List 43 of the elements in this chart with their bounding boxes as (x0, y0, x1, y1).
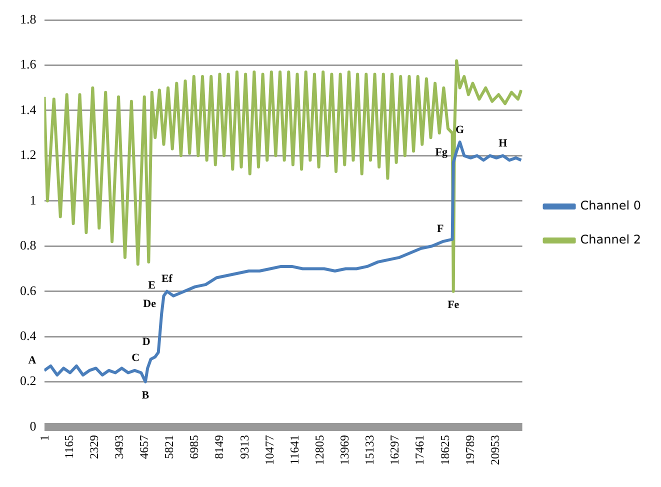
annotation: D (142, 336, 150, 348)
x-tick-label: 3493 (112, 435, 126, 459)
x-tick-label: 18625 (438, 435, 452, 465)
annotation: Ef (161, 273, 173, 286)
legend-label: Channel 0 (580, 198, 642, 213)
x-tick-label: 12805 (312, 435, 326, 465)
x-tick-label: 8149 (212, 435, 226, 459)
x-tick-label: 13969 (338, 435, 352, 465)
annotation: Fe (448, 299, 460, 312)
x-tick-label: 5821 (162, 435, 176, 459)
y-tick-label: 1.6 (20, 56, 37, 72)
x-tick-label: 2329 (86, 435, 101, 459)
annotation: C (132, 352, 140, 364)
annotation: E (148, 280, 156, 292)
annotation: Fg (435, 146, 448, 158)
x-tick-label: 11641 (287, 435, 302, 465)
x-tick-label: 19789 (462, 435, 477, 465)
y-tick-label: 0 (30, 418, 36, 434)
x-tick-label: 15133 (362, 435, 377, 465)
annotation: De (143, 298, 156, 310)
x-tick-label: 9313 (237, 435, 252, 459)
y-tick-label: 0.2 (20, 373, 36, 388)
x-tick-label: 6985 (187, 435, 202, 459)
x-tick-label: 1165 (62, 435, 76, 459)
annotation: F (436, 223, 444, 236)
y-tick-label: 1.4 (20, 102, 37, 117)
annotation: A (28, 354, 36, 366)
y-tick-label: 1.8 (20, 11, 36, 26)
x-tick-label: 1 (37, 435, 52, 441)
x-tick-label: 10477 (262, 435, 276, 465)
y-tick-label: 0.6 (20, 282, 37, 298)
annotation: G (456, 124, 465, 136)
x-tick-label: 16297 (388, 435, 402, 465)
y-tick-label: 1 (30, 192, 36, 208)
legend-label: Channel 2 (580, 232, 642, 247)
annotation: H (498, 138, 508, 150)
x-tick-label: 20953 (488, 435, 502, 465)
x-tick-label: 17461 (412, 435, 427, 465)
annotation: B (142, 390, 150, 402)
y-tick-label: 1.2 (20, 147, 36, 162)
x-tick-label: 4657 (137, 435, 152, 459)
y-tick-label: 0.4 (20, 328, 37, 343)
y-tick-label: 0.8 (20, 238, 36, 253)
